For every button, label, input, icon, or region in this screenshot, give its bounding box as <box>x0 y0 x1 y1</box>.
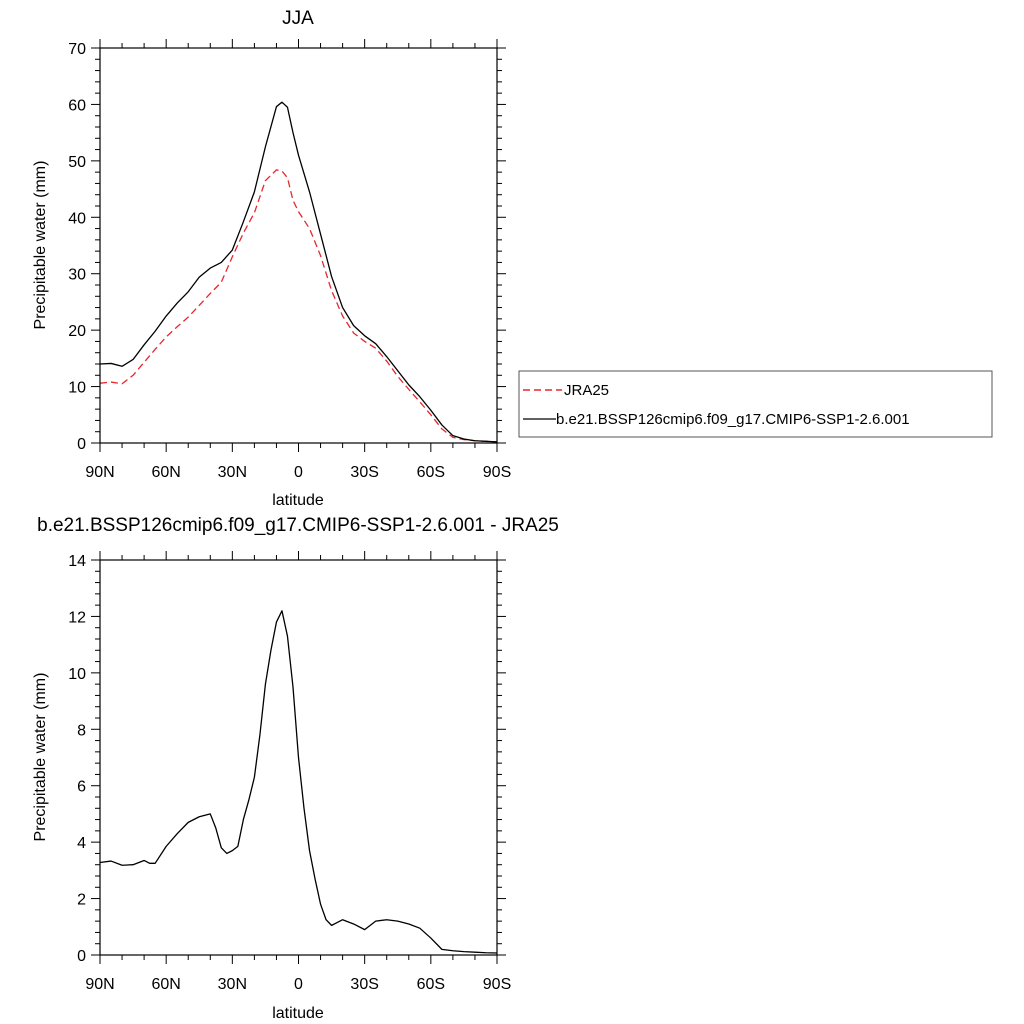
top-xtick-label: 90N <box>85 464 114 481</box>
top-ytick-label: 0 <box>77 436 86 453</box>
top-ytick-label: 40 <box>68 210 86 227</box>
bottom-series-line-0 <box>99 610 498 954</box>
bottom-xtick-label: 90S <box>483 976 511 993</box>
bottom-ytick-label: 6 <box>77 779 86 796</box>
top-chart-xlabel: latitude <box>272 492 324 509</box>
top-ytick-label: 30 <box>68 267 86 284</box>
bottom-chart-xlabel: latitude <box>272 1005 324 1022</box>
top-xtick-label: 0 <box>294 464 303 481</box>
bottom-xtick-label: 60N <box>151 976 180 993</box>
bottom-ytick-label: 8 <box>77 722 86 739</box>
bottom-chart-series <box>99 610 498 954</box>
top-chart-panel: JJA 0 10 20 30 40 50 60 70 90N 60N 30N 0 30S 60S 90S l… <box>32 8 511 509</box>
legend-label-model: b.e21.BSSP126cmip6.f09_g17.CMIP6-SSP1-2.… <box>556 411 910 428</box>
bottom-ytick-label: 4 <box>77 835 86 852</box>
legend-box <box>518 370 993 438</box>
top-chart-title: JJA <box>282 8 314 29</box>
bottom-xtick-label: 60S <box>417 976 445 993</box>
bottom-ytick-label: 12 <box>68 609 86 626</box>
legend-label-jra25: JRA25 <box>564 382 609 399</box>
top-chart-ylabel: Precipitable water (mm) <box>32 161 49 330</box>
top-xtick-label: 60S <box>417 464 445 481</box>
top-ytick-label: 20 <box>68 323 86 340</box>
top-series-line-0 <box>99 169 498 443</box>
top-ytick-label: 60 <box>68 97 86 114</box>
bottom-ytick-label: 2 <box>77 892 86 909</box>
bottom-ytick-label: 10 <box>68 666 86 683</box>
top-ytick-label: 50 <box>68 154 86 171</box>
bottom-ytick-label: 14 <box>68 553 86 570</box>
bottom-chart-panel: b.e21.BSSP126cmip6.f09_g17.CMIP6-SSP1-2.… <box>32 515 559 1022</box>
bottom-xtick-label: 0 <box>294 976 303 993</box>
legend: JRA25 b.e21.BSSP126cmip6.f09_g17.CMIP6-S… <box>518 370 993 438</box>
bottom-xtick-label: 90N <box>85 976 114 993</box>
top-xtick-label: 30N <box>218 464 247 481</box>
top-ytick-label: 70 <box>68 41 86 58</box>
top-xtick-label: 60N <box>151 464 180 481</box>
top-series-line-1 <box>99 101 498 443</box>
bottom-chart-ticks: 0 2 4 6 8 10 12 14 90N 60N 30N 0 30S 60S 90S <box>68 551 511 993</box>
top-xtick-label: 90S <box>483 464 511 481</box>
bottom-ytick-label: 0 <box>77 948 86 965</box>
top-ytick-label: 10 <box>68 380 86 397</box>
top-chart-series <box>99 101 498 443</box>
top-xtick-label: 30S <box>350 464 378 481</box>
bottom-chart-frame <box>99 559 498 956</box>
bottom-xtick-label: 30S <box>350 976 378 993</box>
bottom-chart-ylabel: Precipitable water (mm) <box>32 673 49 842</box>
top-chart-ticks: 0 10 20 30 40 50 60 70 90N 60N 30N 0 30S 60S 90S <box>68 39 511 481</box>
top-chart-frame <box>99 47 498 444</box>
bottom-chart-title: b.e21.BSSP126cmip6.f09_g17.CMIP6-SSP1-2.… <box>37 515 559 536</box>
bottom-xtick-label: 30N <box>218 976 247 993</box>
